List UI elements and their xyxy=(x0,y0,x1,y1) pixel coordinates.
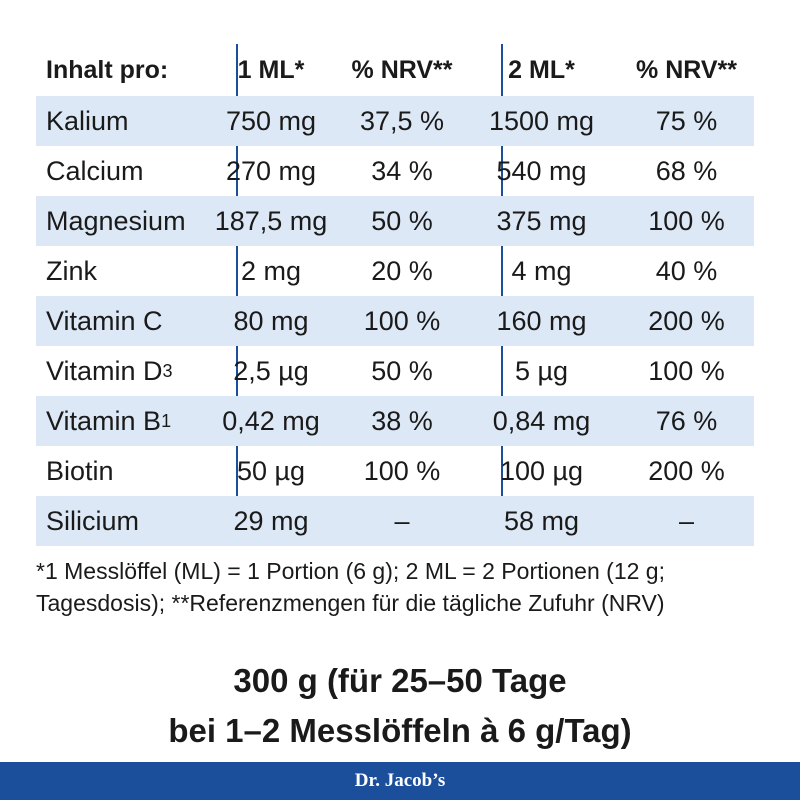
amount-2ml: 0,84 mg xyxy=(492,405,591,436)
amount-2ml: 540 mg xyxy=(496,155,587,186)
nrv-1ml: 100 % xyxy=(363,305,441,336)
nrv-2ml: 200 % xyxy=(648,305,725,336)
amount-1ml: 29 mg xyxy=(233,505,309,536)
summary-line: bei 1–2 Messlöffeln à 6 g/Tag) xyxy=(168,712,632,749)
column-divider xyxy=(501,44,503,546)
nrv-2ml: 75 % xyxy=(655,105,718,136)
amount-2ml: 4 mg xyxy=(511,255,572,286)
table-row: Magnesium 187,5 mg 50 % 375 mg 100 % xyxy=(36,196,754,246)
nutrient-name: Vitamin C xyxy=(46,305,163,336)
amount-2ml: 5 µg xyxy=(514,355,569,386)
nrv-1ml: – xyxy=(394,505,410,536)
table-row: Vitamin D 3 2,5 µg 50 % 5 µg 100 % xyxy=(36,346,754,396)
package-summary: 300 g (für 25–50 Tage bei 1–2 Messlöffel… xyxy=(0,656,800,756)
header-content-per: Inhalt pro: xyxy=(46,55,169,84)
nrv-2ml: – xyxy=(678,505,695,536)
nrv-2ml: 40 % xyxy=(655,255,718,286)
table-row: Vitamin B 1 0,42 mg 38 % 0,84 mg 76 % xyxy=(36,396,754,446)
amount-1ml: 0,42 mg xyxy=(222,405,320,436)
table-row: Kalium 750 mg 37,5 % 1500 mg 75 % xyxy=(36,96,754,146)
nrv-2ml: 100 % xyxy=(648,355,725,386)
nrv-2ml: 200 % xyxy=(648,455,725,486)
nrv-1ml: 50 % xyxy=(371,355,433,386)
amount-1ml: 270 mg xyxy=(225,155,317,186)
nrv-1ml: 50 % xyxy=(371,205,433,236)
amount-1ml: 80 mg xyxy=(233,305,309,336)
amount-1ml: 750 mg xyxy=(225,105,317,136)
footnote: *1 Messlöffel (ML) = 1 Portion (6 g); 2 … xyxy=(36,555,776,619)
amount-1ml: 50 µg xyxy=(236,455,306,486)
summary-line: 300 g (für 25–50 Tage xyxy=(233,662,567,699)
table-header-row: Inhalt pro: 1 ML* % NRV** 2 ML* % NRV** xyxy=(36,44,754,96)
nutrient-name: Calcium xyxy=(46,155,144,186)
footnote-line: *1 Messlöffel (ML) = 1 Portion (6 g); 2 … xyxy=(36,558,665,584)
amount-1ml: 2,5 µg xyxy=(233,355,309,386)
brand-bar: Dr. Jacob’s xyxy=(0,762,800,800)
nrv-1ml: 34 % xyxy=(371,155,433,186)
header-nrv-2: % NRV** xyxy=(636,55,737,84)
table-row: Silicium 29 mg – 58 mg – xyxy=(36,496,754,546)
nutrient-name: Magnesium xyxy=(46,205,186,236)
amount-2ml: 375 mg xyxy=(496,205,587,236)
header-2ml: 2 ML* xyxy=(508,55,575,84)
nutrition-table: Inhalt pro: 1 ML* % NRV** 2 ML* % NRV** … xyxy=(36,44,754,546)
amount-2ml: 100 µg xyxy=(499,455,584,486)
nutrient-name: Biotin xyxy=(46,455,114,486)
table-row: Vitamin C 80 mg 100 % 160 mg 200 % xyxy=(36,296,754,346)
amount-2ml: 58 mg xyxy=(503,505,580,536)
nrv-1ml: 20 % xyxy=(371,255,433,286)
amount-1ml: 2 mg xyxy=(240,255,302,286)
nutrient-name: Silicium xyxy=(46,505,140,536)
table-row: Biotin 50 µg 100 % 100 µg 200 % xyxy=(36,446,754,496)
amount-1ml: 187,5 mg xyxy=(214,205,328,236)
nrv-1ml: 100 % xyxy=(363,455,441,486)
nutrient-name: Kalium xyxy=(46,105,129,136)
nrv-2ml: 100 % xyxy=(648,205,725,236)
brand-logo-text: Dr. Jacob’s xyxy=(354,770,446,791)
header-nrv-1: % NRV** xyxy=(351,55,453,84)
nutrient-name: Zink xyxy=(46,255,98,286)
table-row: Calcium 270 mg 34 % 540 mg 68 % xyxy=(36,146,754,196)
nrv-1ml: 37,5 % xyxy=(359,105,445,136)
table-row: Zink 2 mg 20 % 4 mg 40 % xyxy=(36,246,754,296)
nrv-1ml: 38 % xyxy=(371,405,433,436)
amount-2ml: 160 mg xyxy=(496,305,587,336)
footnote-line: Tagesdosis); **Referenzmengen für die tä… xyxy=(36,590,665,616)
column-divider xyxy=(236,44,238,546)
header-1ml: 1 ML* xyxy=(237,55,305,84)
nrv-2ml: 68 % xyxy=(655,155,718,186)
amount-2ml: 1500 mg xyxy=(488,105,595,136)
nrv-2ml: 76 % xyxy=(655,405,718,436)
